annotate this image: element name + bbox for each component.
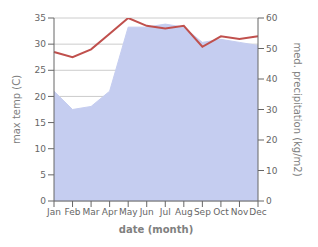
svg-text:15: 15: [35, 118, 46, 128]
svg-text:med. precipitation (kg/m2): med. precipitation (kg/m2): [292, 42, 303, 176]
svg-text:50: 50: [266, 44, 278, 54]
svg-text:35: 35: [35, 13, 46, 23]
svg-text:max temp (C): max temp (C): [11, 75, 22, 144]
svg-text:10: 10: [266, 166, 278, 176]
svg-text:Jan: Jan: [46, 207, 61, 217]
svg-text:0: 0: [266, 196, 272, 206]
svg-text:20: 20: [266, 135, 278, 145]
svg-text:30: 30: [35, 39, 47, 49]
svg-text:Jun: Jun: [139, 207, 154, 217]
svg-text:5: 5: [40, 170, 46, 180]
svg-text:Aug: Aug: [175, 207, 193, 217]
svg-text:20: 20: [35, 92, 47, 102]
svg-text:Apr: Apr: [102, 207, 118, 217]
svg-text:40: 40: [266, 74, 278, 84]
svg-text:Dec: Dec: [249, 207, 266, 217]
svg-text:Feb: Feb: [65, 207, 81, 217]
svg-text:Oct: Oct: [213, 207, 229, 217]
svg-text:Sep: Sep: [194, 207, 211, 217]
svg-text:0: 0: [40, 196, 46, 206]
svg-text:60: 60: [266, 13, 278, 23]
svg-text:Mar: Mar: [83, 207, 100, 217]
svg-text:10: 10: [35, 144, 47, 154]
svg-text:25: 25: [35, 65, 46, 75]
svg-text:May: May: [119, 207, 138, 217]
svg-text:date (month): date (month): [119, 224, 193, 235]
svg-text:Jul: Jul: [159, 207, 171, 217]
svg-text:30: 30: [266, 105, 278, 115]
svg-text:Nov: Nov: [231, 207, 249, 217]
